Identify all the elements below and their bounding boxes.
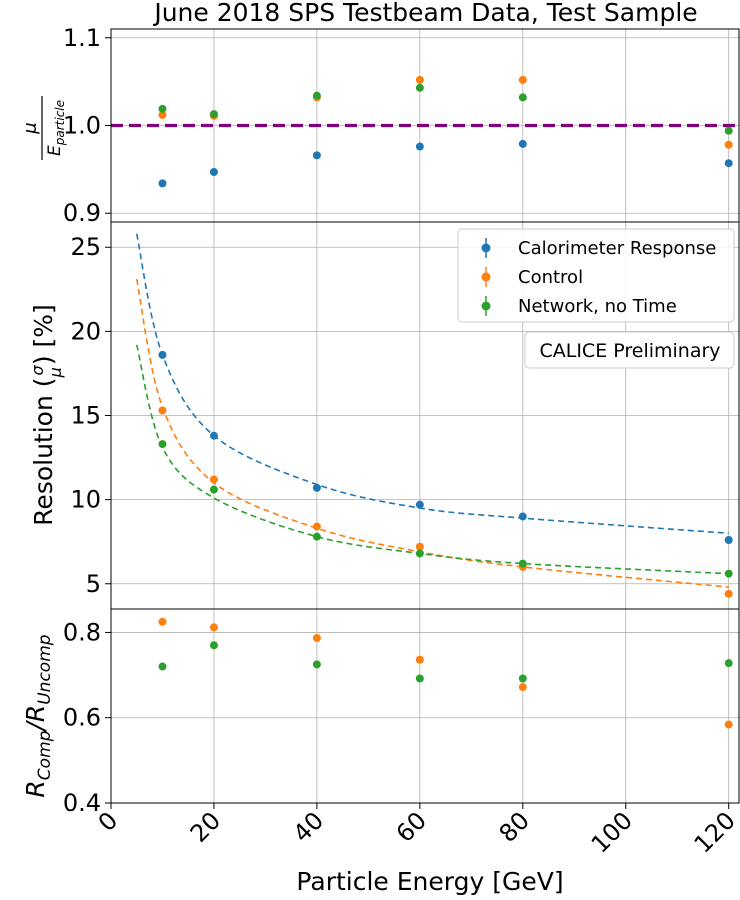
ylabel-response-mu: μ [20, 122, 41, 134]
data-point-calorimeter-response [415, 500, 424, 509]
data-point-network-no-time [158, 104, 167, 113]
y-tick-label: 10 [70, 486, 101, 514]
data-point-control [312, 522, 321, 531]
data-point-network-no-time [724, 569, 733, 578]
panel-ratio: 0.4 0.6 0.8 RComp/RUncomp [21, 608, 740, 817]
data-point-network-no-time [518, 559, 527, 568]
data-point-calorimeter-response [415, 142, 424, 151]
data-point-control [724, 140, 733, 149]
data-point-control [518, 683, 527, 692]
data-point-calorimeter-response [724, 536, 733, 545]
data-point-calorimeter-response [209, 431, 218, 440]
data-point-network-no-time [518, 674, 527, 683]
ylabel-resolution: Resolution ( σμ) [%] [28, 304, 65, 526]
y-tick-label: 0.8 [63, 618, 101, 646]
data-point-network-no-time [158, 440, 167, 449]
data-point-calorimeter-response [312, 151, 321, 160]
svg-text:Resolution ( σμ) [%]: Resolution ( σμ) [%] [28, 304, 65, 526]
data-point-calorimeter-response [518, 512, 527, 521]
legend-label: Calorimeter Response [518, 238, 716, 259]
legend: Calorimeter Response Control Network, no T… [457, 228, 735, 323]
ylabel-ratio: RComp/RUncomp [21, 634, 55, 797]
y-tick-label: 20 [70, 317, 101, 345]
data-point-calorimeter-response [209, 167, 218, 176]
ylabel-response-denominator: Eparticle [45, 100, 67, 156]
legend-label: Network, no Time [518, 296, 677, 317]
data-point-calorimeter-response [724, 159, 733, 168]
y-tick-label: 1.1 [63, 24, 101, 52]
y-tick-label: 0.4 [63, 789, 101, 817]
data-point-network-no-time [312, 660, 321, 669]
data-point-network-no-time [415, 674, 424, 683]
data-point-control [209, 623, 218, 632]
data-point-control [518, 75, 527, 84]
x-tick-label: 40 [288, 806, 329, 847]
frame-ratio [110, 608, 740, 804]
annotation-box: CALICE Preliminary [524, 331, 735, 369]
fit-curve-network-no-time [135, 344, 729, 575]
x-axis-label: Particle Energy [GeV] [296, 867, 563, 896]
legend-marker [481, 272, 491, 282]
x-axis: 0 20 40 60 80 100 120 [93, 803, 740, 859]
data-point-network-no-time [415, 549, 424, 558]
legend-marker [481, 301, 491, 311]
x-tick-label: 120 [689, 806, 740, 858]
data-point-control [209, 475, 218, 484]
legend-marker [481, 243, 491, 253]
data-point-control [724, 589, 733, 598]
x-tick-label: 100 [586, 806, 638, 858]
data-point-calorimeter-response [312, 483, 321, 492]
y-tick-label: 0.6 [63, 704, 101, 732]
panel-resolution: 5 10 15 20 25 Resolution ( σμ) [%] Calorimet… [28, 221, 740, 610]
legend-label: Control [518, 267, 583, 288]
data-point-network-no-time [209, 110, 218, 119]
panel-response: 0.9 1.0 1.1 μ Eparticle [20, 24, 740, 227]
data-point-control [415, 542, 424, 551]
data-point-network-no-time [724, 659, 733, 668]
data-point-network-no-time [518, 93, 527, 102]
annotation-text: CALICE Preliminary [539, 340, 720, 362]
data-point-calorimeter-response [158, 179, 167, 188]
data-point-control [312, 633, 321, 642]
y-tick-label: 1.0 [63, 112, 101, 140]
y-tick-label: 25 [70, 233, 101, 261]
data-point-control [158, 110, 167, 119]
x-tick-label: 60 [391, 806, 432, 847]
data-point-network-no-time [209, 485, 218, 494]
data-point-network-no-time [158, 662, 167, 671]
data-point-control [415, 75, 424, 84]
data-point-control [158, 406, 167, 415]
data-point-network-no-time [209, 641, 218, 650]
y-tick-label: 0.9 [63, 199, 101, 227]
data-point-network-no-time [724, 126, 733, 135]
data-point-network-no-time [312, 532, 321, 541]
chart-title: June 2018 SPS Testbeam Data, Test Sample [152, 0, 697, 27]
data-point-network-no-time [415, 83, 424, 92]
data-point-network-no-time [312, 91, 321, 100]
ylabel-response: μ Eparticle [20, 96, 67, 160]
data-point-calorimeter-response [518, 139, 527, 148]
y-tick-label: 15 [70, 402, 101, 430]
x-tick-label: 80 [494, 806, 535, 847]
data-point-control [415, 655, 424, 664]
svg-text:RComp/RUncomp: RComp/RUncomp [21, 634, 55, 797]
y-tick-label: 5 [86, 570, 101, 598]
data-point-control [724, 720, 733, 729]
data-point-control [158, 617, 167, 626]
x-tick-label: 20 [185, 806, 226, 847]
data-point-calorimeter-response [158, 350, 167, 359]
fit-curve-control [135, 279, 729, 588]
